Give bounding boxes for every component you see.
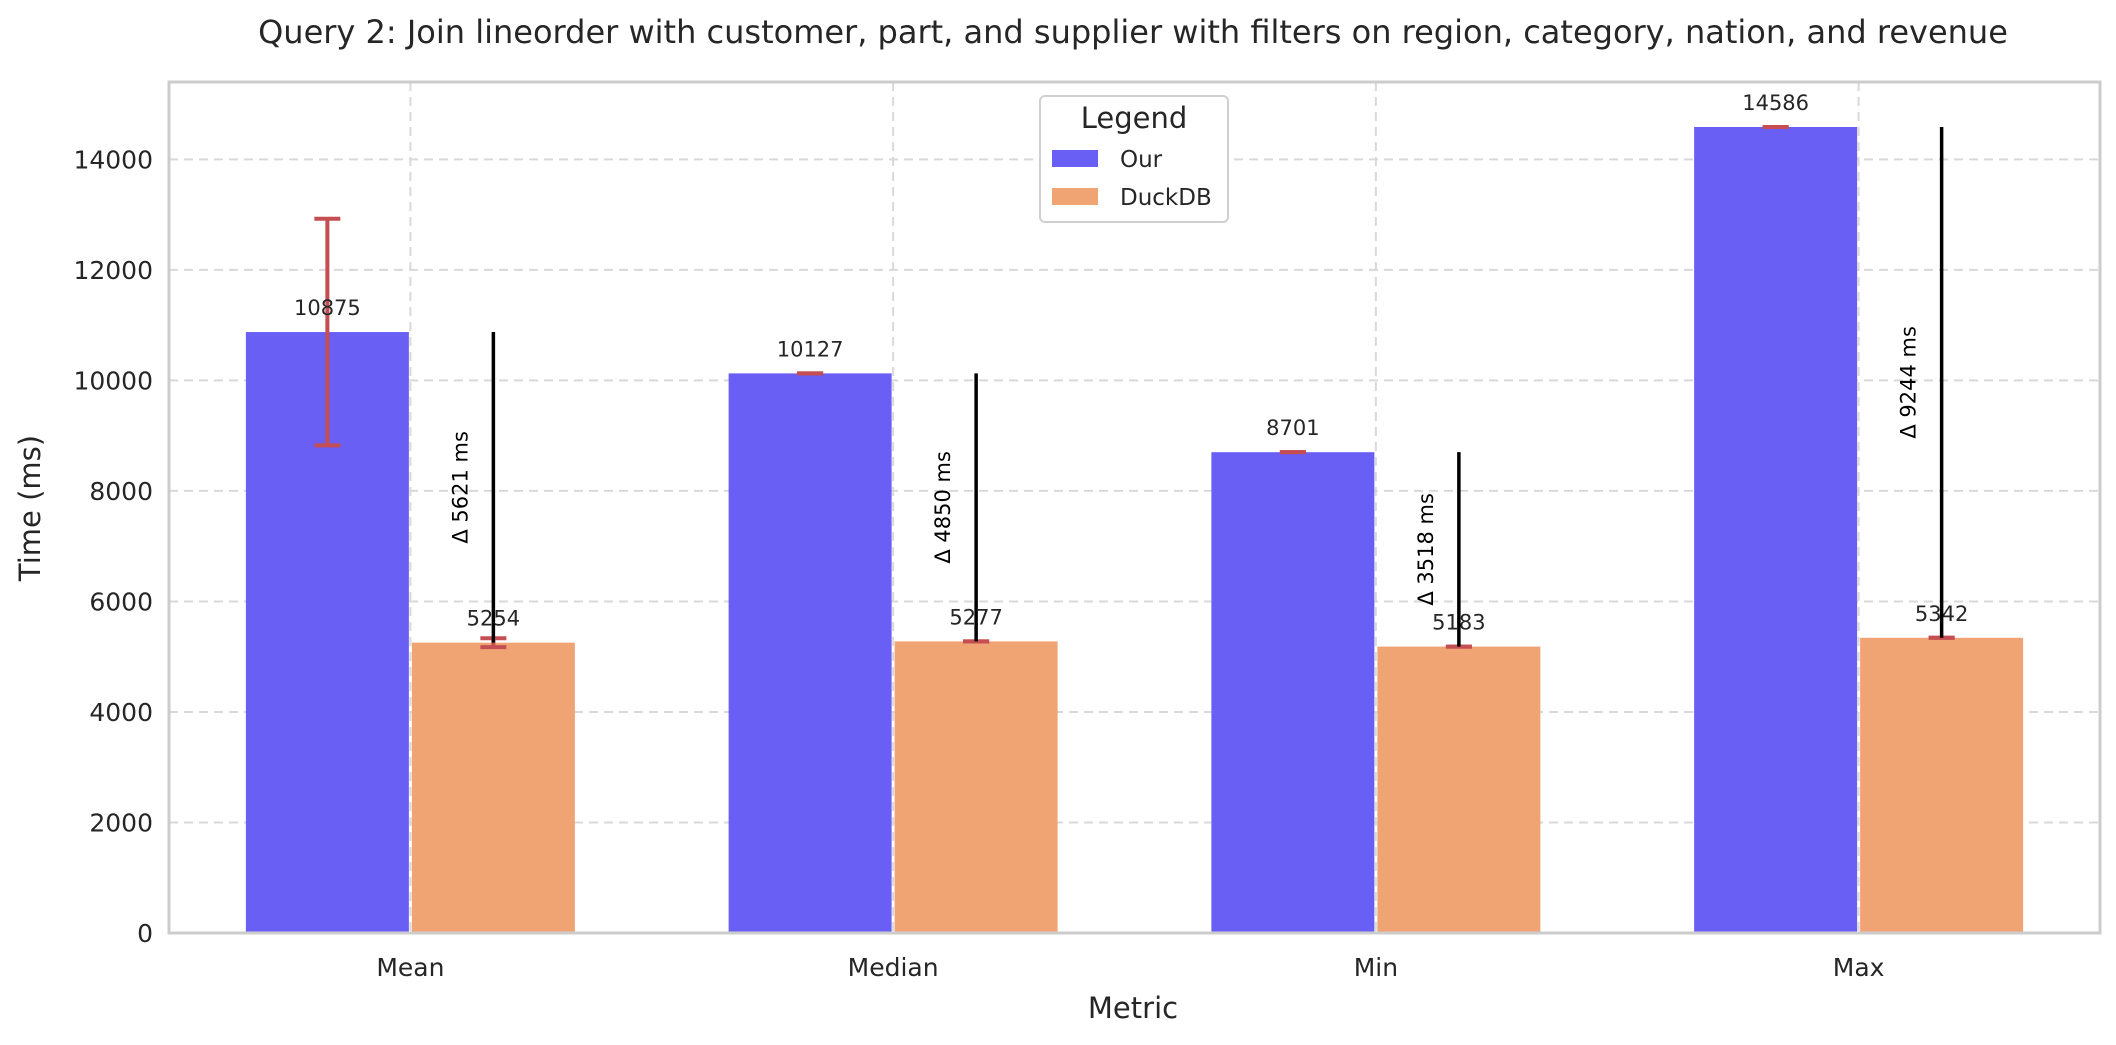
y-axis-label: Time (ms) [13,435,47,582]
y-tick-label: 6000 [89,587,153,616]
delta-label: Δ 5621 ms [448,431,472,544]
legend-title: Legend [1081,101,1188,135]
value-label: 10875 [294,296,361,320]
y-tick-label: 2000 [89,808,153,837]
y-tick-label: 10000 [73,366,153,395]
x-tick-label: Mean [376,953,444,982]
data-labels: 108755254Δ 5621 ms101275277Δ 4850 ms8701… [294,91,1968,650]
plot-border [167,80,2102,935]
y-tick-label: 0 [137,919,153,948]
bar-our-min [1211,452,1375,933]
bars [245,126,2024,934]
y-tick-label: 8000 [89,477,153,506]
bar-duckdb-mean [411,642,575,933]
bar-our-median [728,373,892,933]
legend-swatch-duckdb [1052,188,1098,205]
chart-title: Query 2: Join lineorder with customer, p… [258,13,2008,51]
bar-duckdb-min [1377,646,1541,933]
y-tick-label: 14000 [73,145,153,174]
delta-label: Δ 4850 ms [931,451,955,564]
legend-label-duckdb: DuckDB [1120,185,1212,211]
y-tick-label: 4000 [89,698,153,727]
bar-duckdb-median [894,641,1058,933]
y-tick-label: 12000 [73,256,153,285]
x-tick-label: Min [1354,953,1398,982]
delta-label: Δ 9244 ms [1897,326,1921,439]
x-tick-label: Median [848,953,939,982]
delta-label: Δ 3518 ms [1414,493,1438,606]
axes: 0 2000 4000 6000 8000 10000 12000 14000 Mean Medi… [73,80,2102,982]
legend-swatch-our [1052,150,1098,167]
x-tick-label: Max [1833,953,1885,982]
bar-our-max [1694,126,1858,933]
value-label: 14586 [1742,91,1809,115]
x-axis-label: Metric [1088,991,1178,1025]
bar-duckdb-max [1860,637,2024,933]
legend: Legend Our DuckDB [1039,95,1229,223]
legend-label-our: Our [1120,147,1163,173]
value-label: 10127 [777,337,844,361]
value-label: 8701 [1266,416,1319,440]
